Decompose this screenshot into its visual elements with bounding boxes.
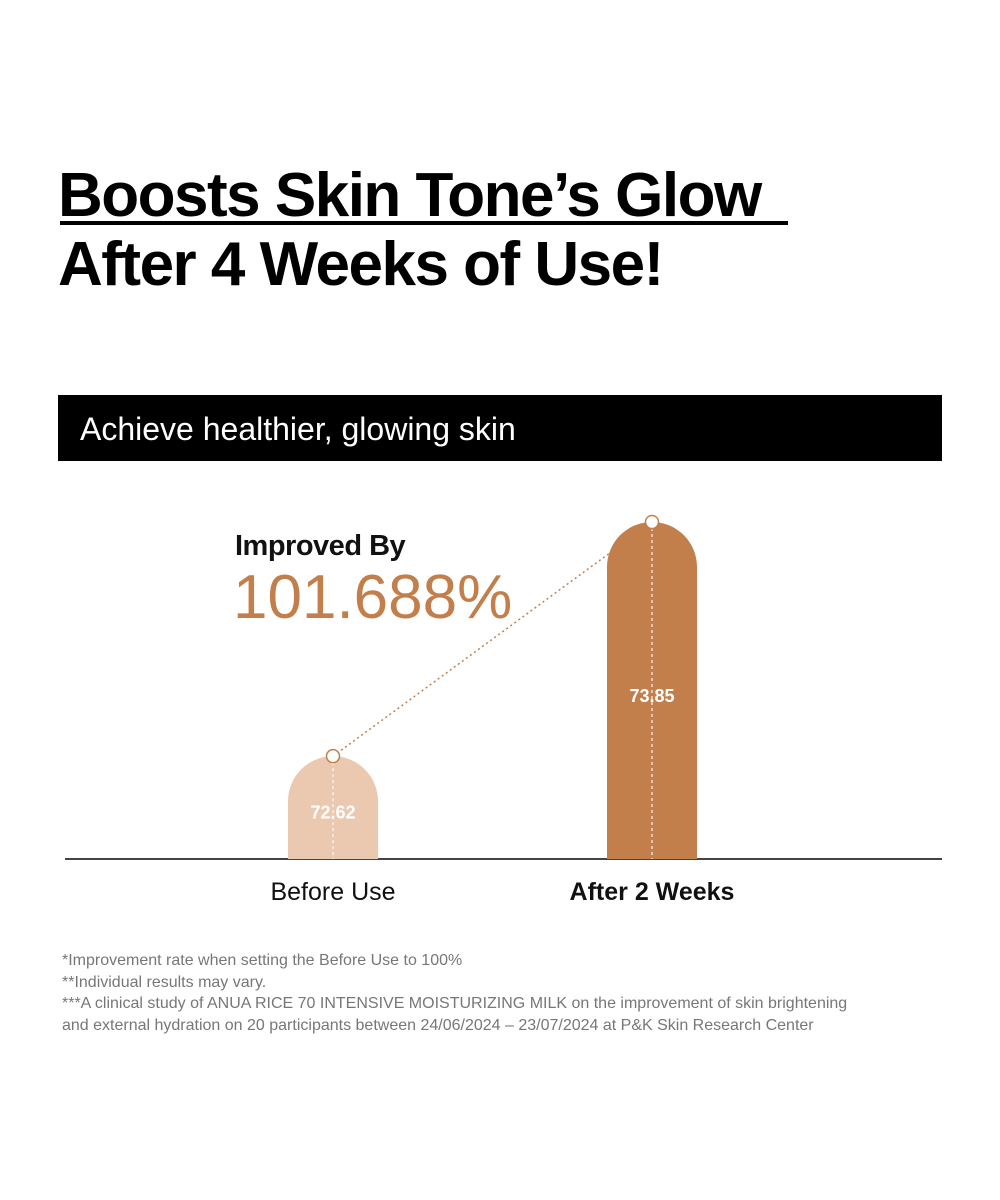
title-line: After 4 Weeks of Use! <box>58 230 663 299</box>
value-label: 72.62 <box>310 803 355 823</box>
footnote: ***A clinical study of ANUA RICE 70 INTE… <box>62 995 847 1012</box>
point-marker <box>644 514 660 530</box>
banner-text: Achieve healthier, glowing skin <box>80 411 516 447</box>
trend-line <box>332 521 653 757</box>
x-tick-label: Before Use <box>270 878 395 906</box>
point-marker <box>325 748 341 764</box>
value-label: 73.85 <box>629 686 674 706</box>
banner <box>58 395 942 461</box>
x-tick-label: After 2 Weeks <box>570 878 735 906</box>
footnote: *Improvement rate when setting the Befor… <box>62 952 462 969</box>
title-line: Boosts Skin Tone’s Glow <box>58 161 763 230</box>
annotation-value: 101.688% <box>233 563 512 632</box>
annotation-label: Improved By <box>235 530 406 562</box>
footnote: and external hydration on 20 participant… <box>62 1017 814 1034</box>
title-underline <box>60 221 788 225</box>
bar <box>288 756 378 859</box>
footnote: **Individual results may vary. <box>62 974 266 991</box>
